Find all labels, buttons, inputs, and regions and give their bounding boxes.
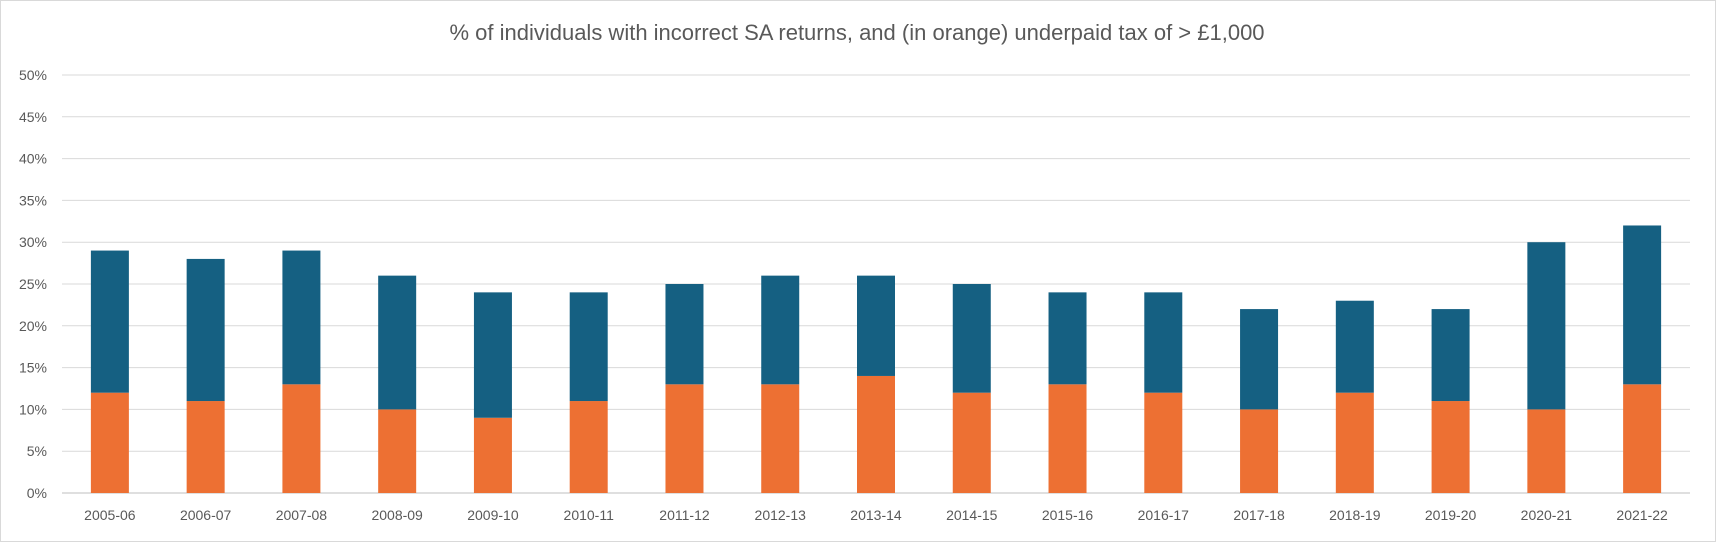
bar-segment-incorrect <box>1335 300 1374 393</box>
x-tick-label: 2020-21 <box>1521 507 1573 523</box>
bar-segment-incorrect <box>378 275 417 410</box>
bar-segment-underpaid <box>1240 409 1279 493</box>
bar-segment-underpaid <box>1623 384 1662 493</box>
x-tick-label: 2010-11 <box>564 507 615 523</box>
y-tick-label: 45% <box>19 109 47 125</box>
bar-segment-underpaid <box>1431 401 1470 493</box>
bar-segment-underpaid <box>1335 392 1374 493</box>
bar-segment-incorrect <box>665 284 704 385</box>
bar-segment-underpaid <box>952 392 991 493</box>
bar-segment-underpaid <box>1527 409 1566 493</box>
x-tick-label: 2013-14 <box>850 507 902 523</box>
bar-segment-underpaid <box>186 401 225 493</box>
x-tick-label: 2006-07 <box>180 507 232 523</box>
y-tick-label: 40% <box>19 151 47 167</box>
bar-segment-underpaid <box>569 401 608 493</box>
x-tick-label: 2021-22 <box>1616 507 1668 523</box>
x-tick-label: 2008-09 <box>371 507 423 523</box>
y-tick-label: 0% <box>27 485 47 501</box>
x-tick-label: 2017-18 <box>1233 507 1285 523</box>
x-tick-label: 2018-19 <box>1329 507 1381 523</box>
y-tick-label: 25% <box>19 276 47 292</box>
bar-segment-underpaid <box>1048 384 1087 493</box>
bar-segment-underpaid <box>665 384 704 493</box>
bar-segment-incorrect <box>90 250 129 393</box>
bar-segment-incorrect <box>282 250 321 385</box>
x-tick-label: 2005-06 <box>84 507 136 523</box>
x-tick-label: 2007-08 <box>276 507 328 523</box>
bar-segment-incorrect <box>761 275 800 385</box>
bar-segment-incorrect <box>1144 292 1183 393</box>
bar-segment-underpaid <box>282 384 321 493</box>
x-tick-label: 2011-12 <box>659 507 710 523</box>
bar-segment-underpaid <box>857 375 895 493</box>
y-tick-label: 15% <box>19 360 47 376</box>
y-tick-label: 5% <box>27 443 47 459</box>
bar-segment-incorrect <box>1240 309 1279 410</box>
bar-segment-incorrect <box>186 258 225 402</box>
bar-segment-underpaid <box>378 409 417 493</box>
x-tick-label: 2009-10 <box>467 507 519 523</box>
bar-segment-incorrect <box>952 284 991 393</box>
x-tick-label: 2015-16 <box>1042 507 1094 523</box>
bar-segment-incorrect <box>473 292 512 418</box>
bar-segment-underpaid <box>761 384 800 493</box>
y-tick-label: 20% <box>19 318 47 334</box>
chart-title: % of individuals with incorrect SA retur… <box>449 20 1265 45</box>
x-tick-label: 2019-20 <box>1425 507 1477 523</box>
bar-segment-incorrect <box>1527 242 1566 410</box>
y-tick-label: 10% <box>19 401 47 417</box>
x-tick-label: 2016-17 <box>1138 507 1190 523</box>
y-tick-label: 35% <box>19 192 47 208</box>
x-tick-label: 2012-13 <box>755 507 807 523</box>
bar-segment-incorrect <box>1431 309 1470 402</box>
bar-segment-underpaid <box>1144 392 1183 493</box>
x-tick-label: 2014-15 <box>946 507 998 523</box>
y-tick-label: 30% <box>19 234 47 250</box>
y-tick-label: 50% <box>19 67 47 83</box>
bar-segment-incorrect <box>1623 225 1662 385</box>
bar-segment-underpaid <box>90 392 129 493</box>
bar-segment-incorrect <box>569 292 608 402</box>
bar-segment-incorrect <box>857 275 895 376</box>
bar-segment-underpaid <box>473 417 512 493</box>
bar-segment-incorrect <box>1048 292 1087 385</box>
